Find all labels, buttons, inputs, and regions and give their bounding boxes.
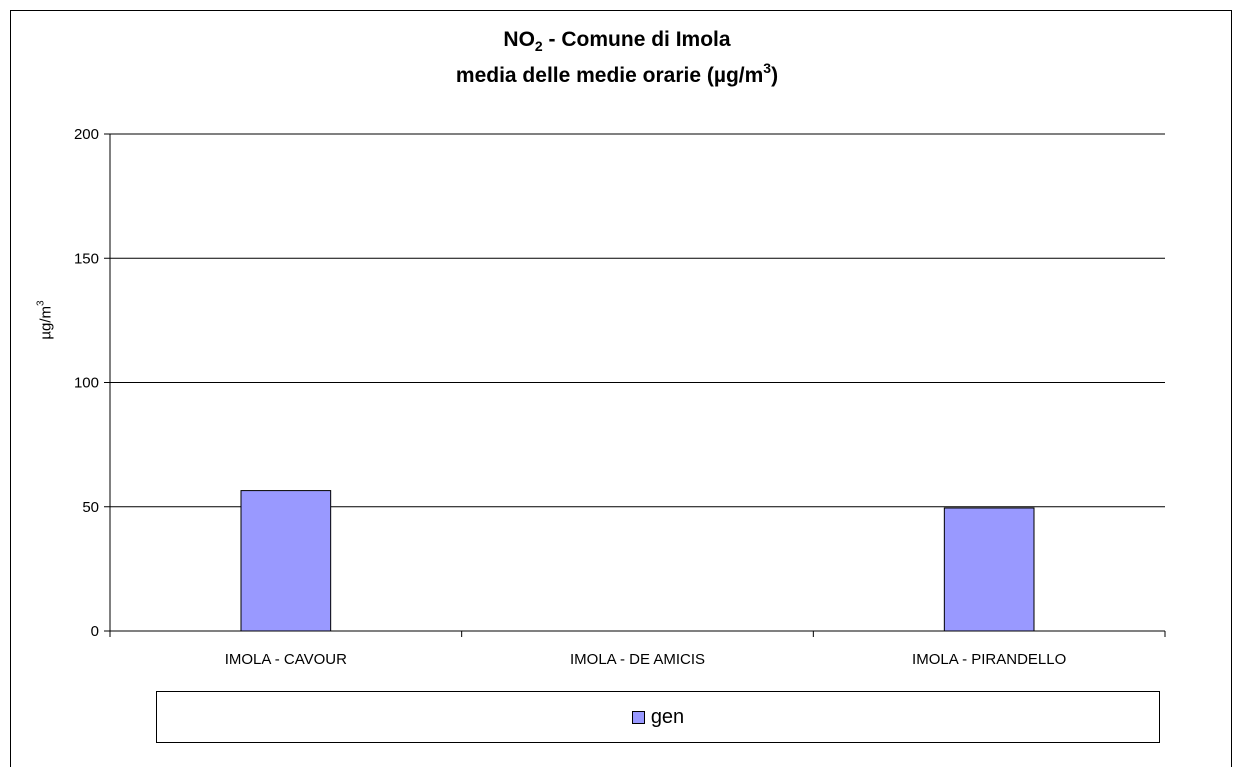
legend-item-gen: gen (631, 705, 685, 729)
x-category-label: IMOLA - CAVOUR (225, 651, 347, 668)
legend-label: gen (650, 705, 685, 728)
axes (104, 133, 1166, 637)
y-tick-label: 200 (74, 126, 99, 143)
title-line-2: media delle medie orarie (µg/m3) (455, 60, 779, 87)
gridlines (110, 133, 1165, 508)
x-category-label: IMOLA - DE AMICIS (570, 651, 705, 668)
legend-swatch (631, 710, 645, 724)
y-tick-label: 50 (82, 499, 99, 516)
chart-frame (10, 10, 1232, 767)
legend: gen (156, 691, 1160, 743)
y-tick-label: 100 (74, 375, 99, 392)
tick-labels: 0 50 100 150 200 IMOLA - CAVOUR IMOLA - DE AMI… (74, 126, 1066, 668)
bar (943, 507, 1035, 632)
y-tick-label: 150 (74, 250, 99, 267)
x-category-label: IMOLA - PIRANDELLO (912, 651, 1066, 668)
bar (240, 490, 332, 632)
title-line-1: NO2 - Comune di Imola (503, 28, 731, 54)
chart-title: NO2 - Comune di Imola media delle medie … (0, 22, 1234, 94)
y-tick-label: 0 (91, 623, 99, 640)
bars (240, 490, 1035, 632)
